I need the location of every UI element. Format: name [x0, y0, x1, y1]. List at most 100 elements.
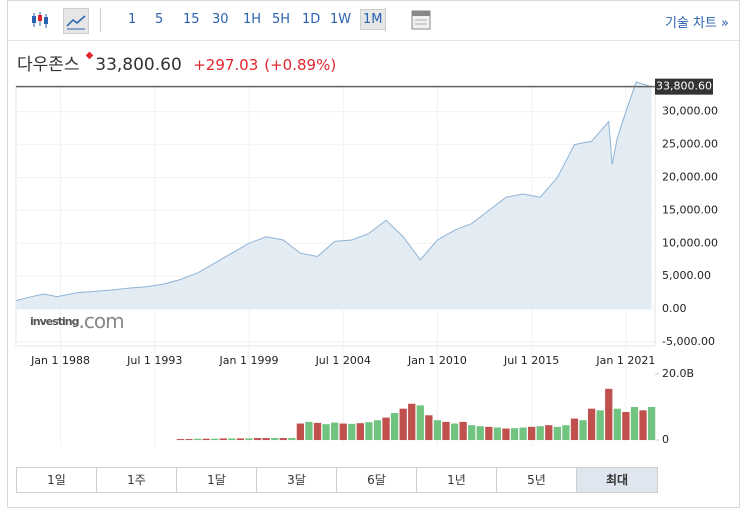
volume-bar	[399, 408, 407, 441]
volume-bar	[373, 420, 382, 441]
volume-bar	[348, 423, 356, 441]
range-button[interactable]: 5년	[497, 468, 577, 492]
range-button[interactable]: 1달	[177, 468, 257, 492]
x-tick-label: Jul 1 2015	[503, 354, 559, 367]
volume-bar	[262, 438, 270, 441]
volume-bar	[587, 408, 596, 441]
volume-bar	[408, 403, 416, 441]
quote-header: 다우존스 ◆ 33,800.60 +297.03 (+0.89%)	[17, 50, 342, 75]
range-button[interactable]: 1주	[97, 468, 177, 492]
watermark-suffix: .com	[79, 309, 124, 333]
volume-bar	[613, 408, 621, 441]
volume-bar	[570, 418, 579, 441]
volume-bar	[622, 411, 630, 441]
volume-bar	[545, 425, 553, 441]
volume-bar	[271, 438, 279, 441]
watermark-main: investing	[30, 315, 79, 328]
volume-bar	[510, 428, 519, 441]
x-tick-label: Jan 1 2010	[407, 354, 467, 367]
volume-bar	[202, 438, 210, 441]
range-button[interactable]: 1일	[17, 468, 97, 492]
range-button[interactable]: 1년	[417, 468, 497, 492]
line	[15, 81, 652, 302]
volume-bar	[639, 410, 647, 441]
volume-bar	[459, 421, 467, 441]
volume-bar	[253, 438, 262, 441]
range-button[interactable]: 최대	[577, 468, 657, 492]
chart: Jan 1 1988 Jul 1 1993 Jan 1 1999 Jul 1 2004…	[15, 78, 718, 446]
last-price-label: 33,800.60	[656, 80, 712, 93]
interval-button[interactable]: 15	[183, 12, 200, 27]
volume-bar	[468, 425, 476, 441]
volume-bar	[245, 438, 253, 441]
y-tick-label: 0.00	[662, 302, 687, 315]
volume-bar	[605, 388, 613, 441]
widget-frame	[7, 0, 740, 508]
interval-button[interactable]: 1W	[330, 12, 352, 27]
change-percent: (+0.89%)	[264, 56, 337, 74]
candle-icon[interactable]	[28, 8, 52, 32]
price: 33,800.60	[95, 55, 182, 75]
volume-bar	[279, 438, 287, 441]
volume-bar	[288, 438, 296, 441]
volume-bar	[331, 422, 339, 441]
volume-bar	[425, 415, 433, 441]
volume-bar	[296, 423, 305, 441]
interval-button[interactable]: 5	[155, 12, 164, 27]
volume-bar	[476, 426, 484, 441]
interval-button[interactable]: 1M	[360, 9, 386, 30]
y-tick-label: 10,000.00	[662, 236, 718, 249]
interval-button[interactable]: 30	[212, 12, 229, 27]
volume-bar	[442, 421, 450, 441]
volume-bar	[562, 425, 570, 441]
volume-bar	[647, 407, 656, 441]
volume-bar	[596, 410, 604, 441]
volume-bar	[176, 439, 185, 441]
x-tick-label: Jan 1 1999	[219, 354, 279, 367]
volume-bar	[390, 412, 399, 441]
panel-icon[interactable]	[409, 8, 433, 32]
y-tick-label: 30,000.00	[662, 105, 718, 118]
volume-bar	[185, 439, 193, 441]
volume-bar	[528, 426, 536, 441]
volume-bar	[322, 424, 330, 441]
tech-chart-link[interactable]: 기술 차트 »	[664, 16, 729, 31]
y-tick-label: 15,000.00	[662, 203, 718, 216]
interval-button[interactable]: 1	[128, 12, 137, 27]
watermark: investing.com	[30, 309, 124, 333]
x-tick-label: Jan 1 2021	[595, 354, 655, 367]
x-tick-label: Jul 1 1993	[126, 354, 182, 367]
volume-bar	[450, 423, 459, 441]
x-tick-label: Jul 1 2004	[315, 354, 371, 367]
y-tick-label: -5,000.00	[662, 335, 715, 348]
range-button[interactable]: 6달	[337, 468, 417, 492]
index-name: 다우존스	[17, 55, 80, 75]
volume-bar	[313, 422, 322, 441]
toolbar: 1 5 15 30 1H 5H 1D 1W 1M 기술 차트 »	[8, 0, 739, 41]
range-button[interactable]: 3달	[257, 468, 337, 492]
range-buttons: 1일 1주 1달 3달 6달 1년 5년 최대	[16, 467, 658, 493]
y-tick-label: 20.0B	[662, 367, 694, 380]
volume-bar	[365, 422, 373, 441]
change-marker: ◆	[85, 50, 94, 61]
x-tick-label: Jan 1 1988	[30, 354, 90, 367]
y-tick-label: 25,000.00	[662, 138, 718, 151]
volume-bar	[579, 420, 587, 441]
volume-bar	[339, 423, 347, 441]
separator	[100, 8, 101, 32]
line-icon[interactable]	[63, 8, 89, 34]
volume-bar	[630, 407, 639, 441]
y-tick-label: 5,000.00	[662, 269, 711, 282]
volume-bar	[433, 420, 442, 441]
interval-button[interactable]: 5H	[272, 12, 291, 27]
volume-bar	[356, 423, 364, 441]
volume-bar	[553, 426, 561, 441]
volume-bar	[193, 438, 202, 441]
volume-bar	[211, 438, 219, 441]
interval-button[interactable]: 1D	[302, 12, 321, 27]
volume-bar	[493, 427, 502, 441]
y-tick-label: 0	[662, 433, 669, 446]
interval-button[interactable]: 1H	[243, 12, 262, 27]
volume-bar	[519, 427, 527, 441]
